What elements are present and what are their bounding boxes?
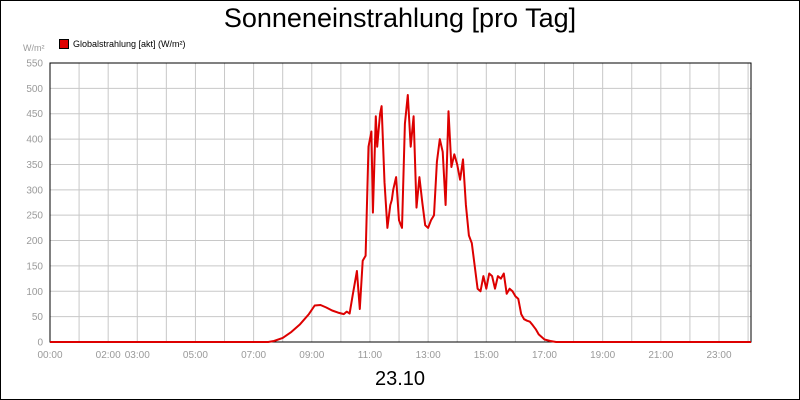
plot-area	[50, 63, 751, 342]
x-tick-label: 05:00	[183, 350, 208, 361]
x-tick-label: 21:00	[648, 350, 673, 361]
x-tick-label: 02:00	[96, 350, 121, 361]
x-tick-label: 07:00	[241, 350, 266, 361]
x-tick-label: 11:00	[358, 350, 383, 361]
y-tick-label: 400	[26, 135, 43, 146]
y-tick-label: 500	[26, 84, 43, 95]
x-tick-label: 19:00	[590, 350, 615, 361]
x-tick-label: 15:00	[474, 350, 499, 361]
x-tick-label: 23:00	[706, 350, 731, 361]
y-tick-label: 250	[26, 211, 43, 222]
y-axis-unit: W/m²	[23, 43, 45, 53]
x-tick-label: 09:00	[299, 350, 324, 361]
y-tick-label: 300	[26, 185, 43, 196]
chart-title: Sonneneinstrahlung [pro Tag]	[223, 3, 577, 33]
y-tick-label: 50	[32, 312, 44, 323]
legend-label: Globalstrahlung [akt] (W/m²)	[73, 39, 186, 49]
legend-swatch	[59, 39, 69, 49]
plot-border	[49, 62, 752, 343]
x-tick-label: 03:00	[125, 350, 150, 361]
legend: Globalstrahlung [akt] (W/m²)	[59, 39, 186, 49]
series-line-0	[50, 94, 751, 343]
y-tick-label: 150	[26, 261, 43, 272]
x-axis-date-label: 23.10	[374, 368, 426, 390]
x-tick-label: 00:00	[37, 350, 62, 361]
x-tick-label: 13:00	[416, 350, 441, 361]
y-tick-label: 450	[26, 109, 43, 120]
y-tick-label: 350	[26, 160, 43, 171]
y-tick-label: 0	[37, 338, 43, 349]
y-tick-label: 100	[26, 287, 43, 298]
y-tick-label: 550	[26, 59, 43, 70]
y-tick-label: 200	[26, 236, 43, 247]
x-tick-label: 17:00	[532, 350, 557, 361]
